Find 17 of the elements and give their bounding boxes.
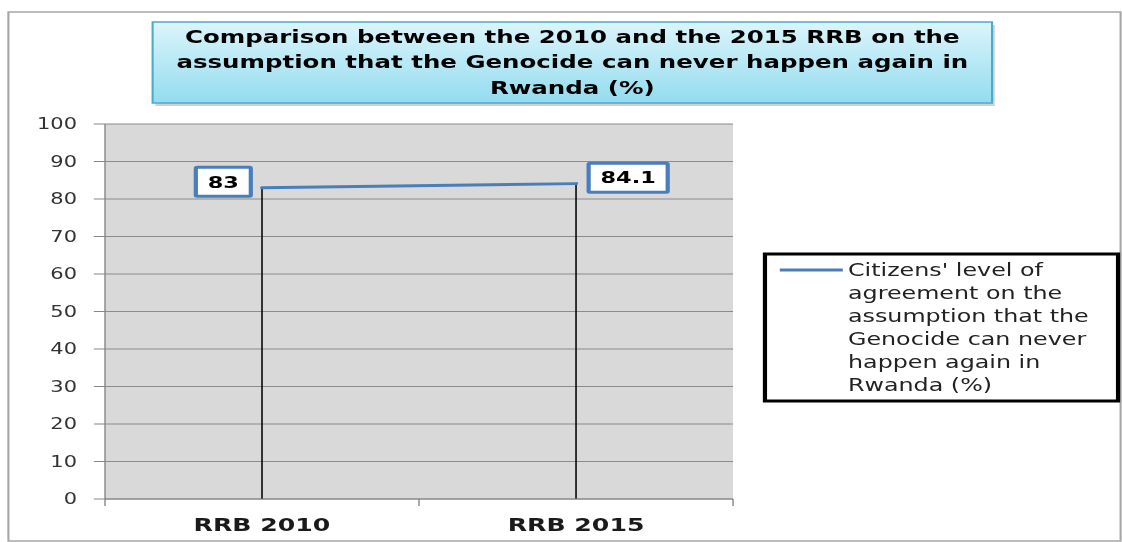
y-tick-label: 90 [50,152,77,171]
y-tick-label: 50 [50,302,77,321]
data-label: 84.1 [600,168,656,188]
y-tick-label: 10 [50,452,77,471]
x-tick-label: RRB 2015 [507,514,645,536]
data-label: 83 [207,172,239,192]
y-tick-label: 70 [50,227,77,246]
y-tick-label: 80 [50,190,77,208]
y-tick-label: 60 [50,265,77,283]
y-tick-label: 100 [36,115,77,133]
y-tick-label: 0 [63,490,77,508]
y-tick-label: 30 [50,377,77,396]
y-tick-label: 40 [50,340,77,358]
legend-label: Citizens' level of agreement on the assumption that the Genocide can never happen again in Rwanda (%) [847,260,1089,396]
y-tick-label: 20 [50,415,77,433]
x-tick-label: RRB 2010 [193,514,331,536]
chart-title: Comparison between the 2010 and the 2015 RRB on the assumption that the Genocide can never happen again in Rwanda (%) [176,26,969,99]
